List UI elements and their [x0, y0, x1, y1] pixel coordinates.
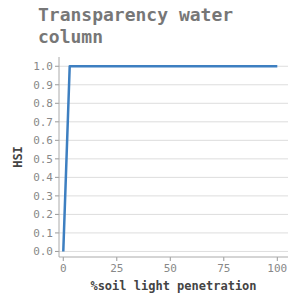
- tick: [223, 257, 224, 261]
- tick-label: 100: [267, 262, 287, 275]
- tick: [116, 257, 117, 261]
- y-axis: [59, 57, 60, 257]
- grid-line: [59, 121, 288, 122]
- tick: [170, 257, 171, 261]
- tick: [55, 195, 59, 196]
- grid-line: [59, 251, 288, 252]
- title: Transparency water column: [38, 4, 273, 48]
- series: [63, 66, 277, 251]
- tick-label: 0.7: [33, 116, 53, 129]
- x-axis: [59, 257, 288, 258]
- grid-line: [59, 195, 288, 196]
- tick-label: 0.4: [33, 171, 53, 184]
- tick: [55, 158, 59, 159]
- tick-label: 25: [110, 262, 123, 275]
- tick-label: 1.0: [33, 60, 53, 73]
- tick: [55, 66, 59, 67]
- tick: [55, 121, 59, 122]
- tick-label: 0.6: [33, 134, 53, 147]
- grid-line: [59, 232, 288, 233]
- tick: [55, 177, 59, 178]
- tick: [55, 214, 59, 215]
- grid-line: [59, 84, 288, 85]
- chart: Transparency water column 0.00.10.20.30.…: [0, 0, 300, 300]
- tick-label: 0.5: [33, 153, 53, 166]
- tick-label: 0.9: [33, 79, 53, 92]
- tick-label: 0.8: [33, 97, 53, 110]
- tick: [55, 251, 59, 252]
- tick: [55, 232, 59, 233]
- tick: [277, 257, 278, 261]
- grid-line: [59, 158, 288, 159]
- grid-line: [59, 103, 288, 104]
- grid-line: [59, 214, 288, 215]
- y-label: HSI: [11, 146, 25, 168]
- tick-label: 0.0: [33, 245, 53, 258]
- x-label: %soil light penetration: [90, 279, 256, 293]
- tick-label: 0.3: [33, 190, 53, 203]
- tick-label: 75: [217, 262, 230, 275]
- tick-label: 0.1: [33, 227, 53, 240]
- tick: [55, 103, 59, 104]
- grid-line: [59, 140, 288, 141]
- tick: [55, 140, 59, 141]
- tick: [55, 84, 59, 85]
- tick-label: 50: [164, 262, 177, 275]
- tick-label: 0.2: [33, 208, 53, 221]
- tick-label: 0: [60, 262, 67, 275]
- line: [63, 66, 277, 251]
- tick: [63, 257, 64, 261]
- plot: 0.0 0.1 0.2 0.3 0.4 0.5 0.6 0.7 0.8 0.9 1.0 0 25 50 75…: [0, 0, 300, 300]
- grid-line: [59, 177, 288, 178]
